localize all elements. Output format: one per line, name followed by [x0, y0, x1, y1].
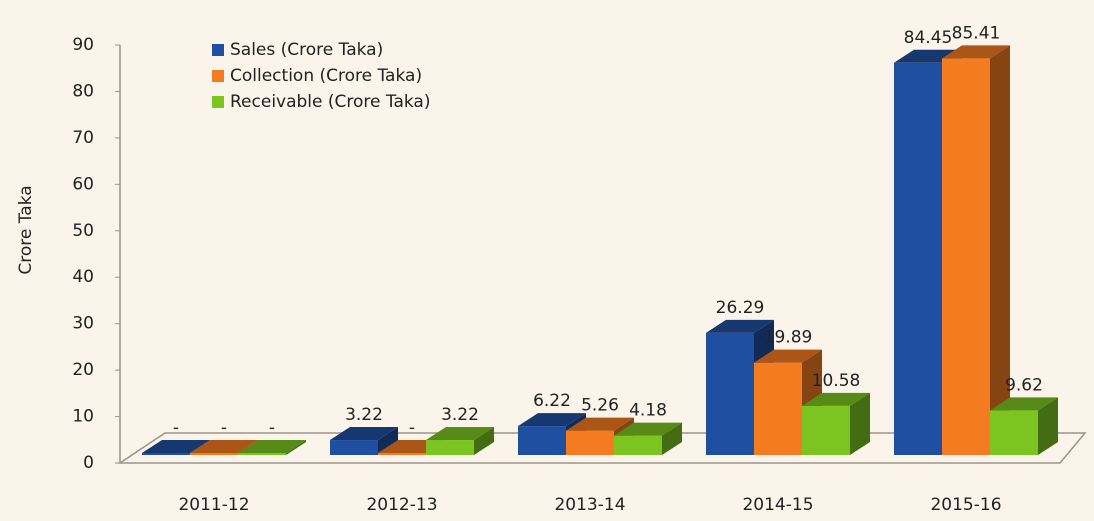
bar: [754, 362, 802, 455]
data-label: 9.62: [1005, 375, 1043, 395]
y-axis-title: Crore Taka: [16, 185, 36, 274]
bar: [426, 440, 474, 455]
y-tick-label: 90: [72, 35, 94, 55]
bar-top: [614, 422, 682, 436]
legend-swatch: [212, 70, 224, 82]
bar-top: [706, 319, 774, 333]
bar: [142, 453, 190, 455]
bar: [378, 453, 426, 455]
bar-top: [330, 427, 398, 441]
data-label: -: [409, 418, 415, 438]
data-label: 5.26: [581, 396, 619, 416]
legend-label: Receivable (Crore Taka): [230, 92, 430, 112]
bar-top: [754, 349, 822, 363]
data-label: 19.89: [764, 328, 813, 348]
x-tick-label: 2014-15: [742, 495, 813, 515]
data-label: 26.29: [716, 298, 765, 318]
bar: [518, 426, 566, 455]
y-tick-label: 70: [72, 128, 94, 148]
bar: [802, 405, 850, 455]
bar: [990, 410, 1038, 455]
data-label: 10.58: [812, 371, 861, 391]
bar-top: [142, 440, 210, 453]
y-tick-label: 80: [72, 81, 94, 101]
x-tick-label: 2012-13: [366, 495, 437, 515]
bar-top: [518, 413, 586, 427]
y-tick-label: 60: [72, 174, 94, 194]
x-tick-label: 2011-12: [178, 495, 249, 515]
bar-side: [1038, 397, 1058, 455]
data-label: 4.18: [629, 401, 667, 421]
data-label: -: [269, 418, 275, 438]
y-tick-label: 40: [72, 267, 94, 287]
y-tick-label: 10: [72, 407, 94, 427]
bar: [706, 332, 754, 455]
data-label: 85.41: [952, 23, 1001, 43]
data-label: 84.45: [904, 28, 953, 48]
data-label: -: [221, 418, 227, 438]
bar-top: [566, 417, 634, 431]
y-tick-label: 50: [72, 221, 94, 241]
bar-side: [662, 422, 682, 455]
bar: [566, 430, 614, 455]
y-tick-label: 30: [72, 314, 94, 334]
legend-label: Collection (Crore Taka): [230, 66, 422, 86]
legend-swatch: [212, 96, 224, 108]
bar-side: [990, 45, 1010, 456]
y-tick-label: 0: [83, 453, 94, 473]
bar-top: [426, 427, 494, 441]
bar-top: [238, 440, 306, 453]
bar: [614, 435, 662, 455]
bar-side: [378, 427, 398, 455]
bar-side: [474, 427, 494, 455]
bar-side: [850, 392, 870, 455]
bar-top: [990, 397, 1058, 411]
data-label: 6.22: [533, 391, 571, 411]
bar: [894, 62, 942, 455]
bar: [190, 453, 238, 455]
x-tick-label: 2013-14: [554, 495, 625, 515]
data-label: 3.22: [441, 405, 479, 425]
legend-label: Sales (Crore Taka): [230, 40, 383, 60]
bar: [942, 58, 990, 456]
bar-top: [190, 440, 258, 453]
bar-side: [286, 440, 306, 455]
legend-swatch: [212, 44, 224, 56]
bar-top: [802, 392, 870, 406]
data-label: 3.22: [345, 405, 383, 425]
floor: [117, 432, 1087, 464]
bar: [238, 453, 286, 455]
y-tick-label: 20: [72, 360, 94, 380]
data-label: -: [173, 418, 179, 438]
bar: [330, 440, 378, 455]
x-tick-label: 2015-16: [930, 495, 1001, 515]
bar-top: [942, 45, 1010, 59]
